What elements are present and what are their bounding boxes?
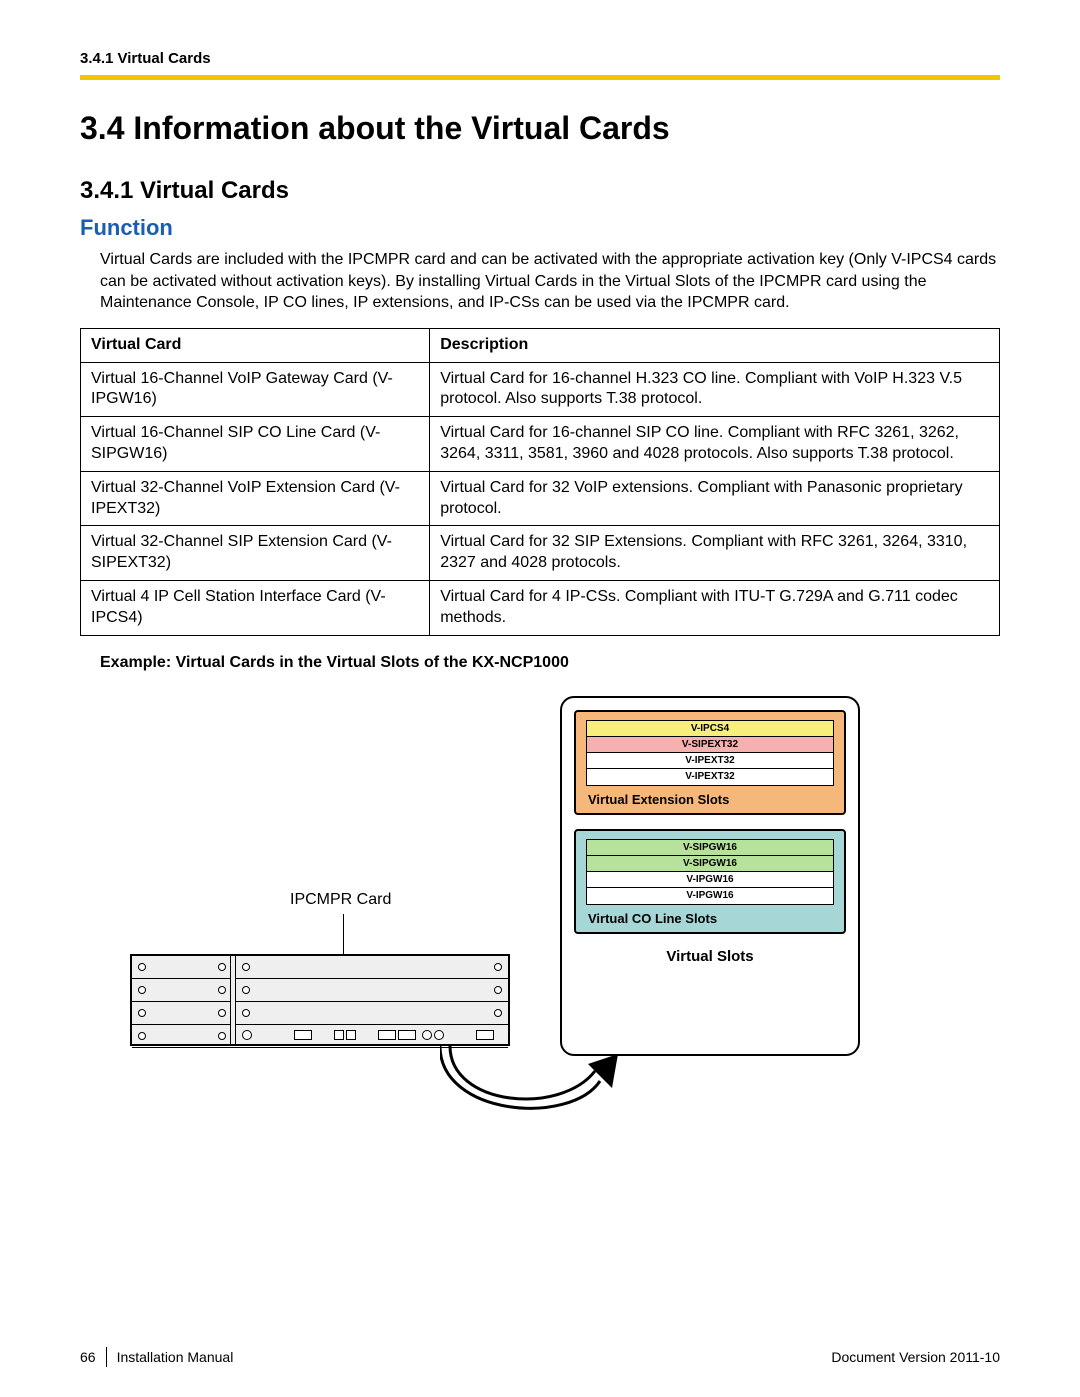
footer-left: 66 Installation Manual [80, 1347, 233, 1367]
cell-desc: Virtual Card for 16-channel H.323 CO lin… [430, 362, 1000, 417]
table-body: Virtual 16-Channel VoIP Gateway Card (V-… [81, 362, 1000, 635]
slot-item: V-IPGW16 [587, 872, 833, 888]
cell-card: Virtual 4 IP Cell Station Interface Card… [81, 580, 430, 635]
co-line-slots-label: Virtual CO Line Slots [586, 911, 834, 926]
arrow-icon [440, 1016, 640, 1136]
slot-item: V-IPCS4 [587, 721, 833, 737]
cell-desc: Virtual Card for 16-channel SIP CO line.… [430, 417, 1000, 472]
screw-icon [242, 963, 250, 971]
virtual-cards-table: Virtual Card Description Virtual 16-Chan… [80, 328, 1000, 636]
table-row: Virtual 16-Channel VoIP Gateway Card (V-… [81, 362, 1000, 417]
slot-item: V-SIPEXT32 [587, 737, 833, 753]
heading-1: 3.4 Information about the Virtual Cards [80, 110, 1000, 147]
slot-item: V-IPGW16 [587, 888, 833, 904]
port-icon [398, 1030, 416, 1040]
header-section-label: 3.4.1 Virtual Cards [80, 50, 1000, 67]
co-line-slots-group: V-SIPGW16 V-SIPGW16 V-IPGW16 V-IPGW16 Vi… [574, 829, 846, 934]
extension-slots-group: V-IPCS4 V-SIPEXT32 V-IPEXT32 V-IPEXT32 V… [574, 710, 846, 815]
slot-item: V-IPEXT32 [587, 769, 833, 785]
port-group [334, 1030, 356, 1040]
cell-card: Virtual 16-Channel SIP CO Line Card (V-S… [81, 417, 430, 472]
port-icon [334, 1030, 344, 1040]
chassis-row [132, 979, 508, 1002]
slot-item: V-IPEXT32 [587, 753, 833, 769]
screw-icon [138, 986, 146, 994]
document-version: Document Version 2011-10 [831, 1349, 1000, 1365]
example-caption: Example: Virtual Cards in the Virtual Sl… [100, 654, 1000, 672]
screw-icon [138, 963, 146, 971]
heading-3: Function [80, 215, 1000, 241]
diagram-area: IPCMPR Card [90, 696, 990, 1136]
screw-icon [138, 1032, 146, 1040]
port-group [378, 1030, 416, 1040]
function-paragraph: Virtual Cards are included with the IPCM… [100, 249, 1000, 314]
screw-icon [494, 986, 502, 994]
screw-icon [494, 963, 502, 971]
ipcmpr-card-label: IPCMPR Card [290, 891, 391, 909]
table-row: Virtual 32-Channel SIP Extension Card (V… [81, 526, 1000, 581]
screw-icon [218, 1009, 226, 1017]
page-footer: 66 Installation Manual Document Version … [80, 1347, 1000, 1367]
cell-card: Virtual 16-Channel VoIP Gateway Card (V-… [81, 362, 430, 417]
port-icon [294, 1030, 312, 1040]
port-icon [346, 1030, 356, 1040]
cell-card: Virtual 32-Channel SIP Extension Card (V… [81, 526, 430, 581]
slot-item: V-SIPGW16 [587, 840, 833, 856]
document-page: 3.4.1 Virtual Cards 3.4 Information abou… [0, 0, 1080, 1397]
slot-stack: V-SIPGW16 V-SIPGW16 V-IPGW16 V-IPGW16 [586, 839, 834, 905]
table-header-card: Virtual Card [81, 328, 430, 362]
page-number: 66 [80, 1349, 96, 1365]
table-header-desc: Description [430, 328, 1000, 362]
cell-desc: Virtual Card for 4 IP-CSs. Compliant wit… [430, 580, 1000, 635]
screw-icon [242, 1009, 250, 1017]
header-rule [80, 75, 1000, 80]
extension-slots-label: Virtual Extension Slots [586, 792, 834, 807]
screw-icon [138, 1009, 146, 1017]
table-row: Virtual 32-Channel VoIP Extension Card (… [81, 471, 1000, 526]
port-icon [242, 1030, 252, 1040]
virtual-slots-panel: V-IPCS4 V-SIPEXT32 V-IPEXT32 V-IPEXT32 V… [560, 696, 860, 1056]
slot-item: V-SIPGW16 [587, 856, 833, 872]
slot-stack: V-IPCS4 V-SIPEXT32 V-IPEXT32 V-IPEXT32 [586, 720, 834, 786]
screw-icon [218, 986, 226, 994]
heading-2: 3.4.1 Virtual Cards [80, 177, 1000, 205]
screw-icon [242, 986, 250, 994]
port-icon [378, 1030, 396, 1040]
manual-title: Installation Manual [117, 1349, 234, 1365]
ipcmpr-pointer-line [343, 914, 344, 954]
screw-icon [218, 1032, 226, 1040]
cell-desc: Virtual Card for 32 SIP Extensions. Comp… [430, 526, 1000, 581]
table-row: Virtual 4 IP Cell Station Interface Card… [81, 580, 1000, 635]
footer-divider [106, 1347, 107, 1367]
screw-icon [218, 963, 226, 971]
port-icon [422, 1030, 432, 1040]
cell-desc: Virtual Card for 32 VoIP extensions. Com… [430, 471, 1000, 526]
virtual-slots-title: Virtual Slots [574, 948, 846, 965]
table-row: Virtual 16-Channel SIP CO Line Card (V-S… [81, 417, 1000, 472]
chassis-divider [230, 956, 236, 1044]
cell-card: Virtual 32-Channel VoIP Extension Card (… [81, 471, 430, 526]
chassis-row [132, 956, 508, 979]
